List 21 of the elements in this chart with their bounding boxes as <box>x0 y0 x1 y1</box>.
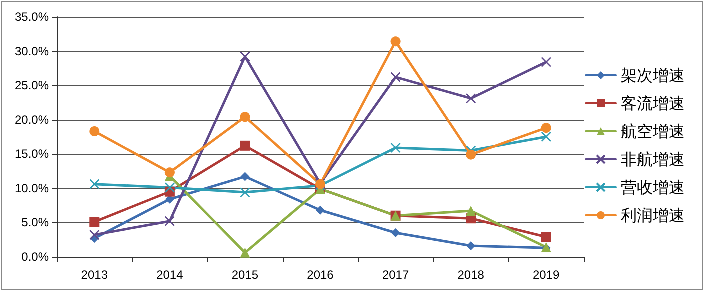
y-tick-label: 15.0% <box>14 147 50 162</box>
x-tick-label: 2016 <box>307 268 334 282</box>
legend-label: 非航增速 <box>621 150 685 169</box>
x-tick-label: 2015 <box>232 268 259 282</box>
y-tick-label: 5.0% <box>22 216 50 230</box>
x-tick-label: 2019 <box>533 268 560 282</box>
x-tick-label: 2013 <box>81 268 108 282</box>
legend-label: 航空增速 <box>621 122 685 141</box>
x-tick-label: 2018 <box>458 268 485 282</box>
y-tick-label: 0.0% <box>22 250 50 264</box>
y-tick-label: 35.0% <box>14 10 50 24</box>
legend-label: 营收增速 <box>621 178 685 197</box>
x-tick-label: 2014 <box>156 268 184 282</box>
legend-label: 利润增速 <box>621 206 685 225</box>
legend-label: 客流增速 <box>621 94 685 113</box>
y-tick-label: 10.0% <box>14 181 50 196</box>
y-tick-label: 30.0% <box>14 44 50 58</box>
y-tick-label: 20.0% <box>14 112 50 127</box>
y-tick-label: 25.0% <box>14 78 50 93</box>
legend-label: 架次增速 <box>621 66 685 85</box>
x-tick-label: 2017 <box>382 268 410 282</box>
